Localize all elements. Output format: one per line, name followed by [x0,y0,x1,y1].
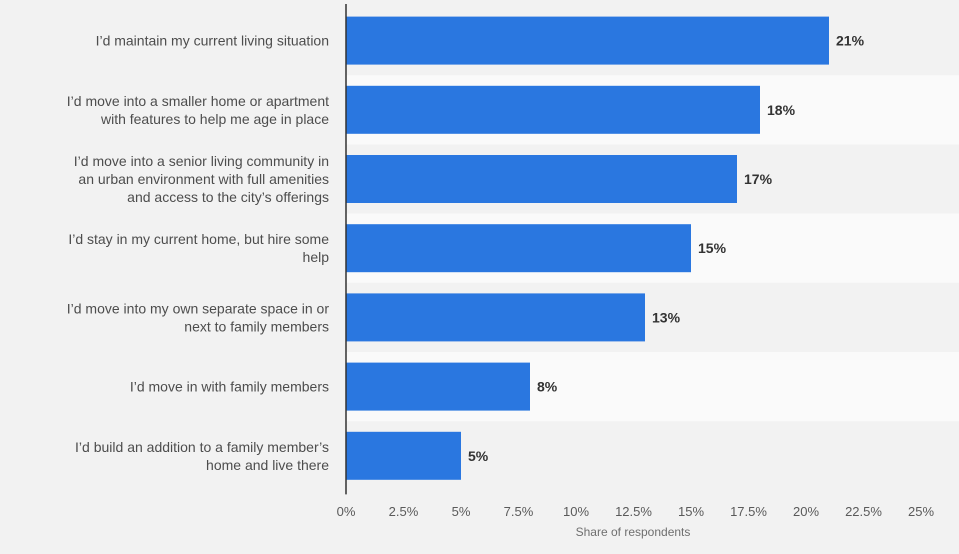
bar[interactable] [346,155,737,203]
bar[interactable] [346,431,461,480]
x-tick-label: 7.5% [504,504,534,519]
data-label: 13% [652,309,681,325]
x-tick-labels: 0% 2.5% 5% 7.5% 10% 12.5% 15% 17.5% 20% 22.5% 25% [337,504,935,519]
category-label: I’d stay in my current home, but hire so… [68,231,329,265]
x-axis-title: Share of respondents [576,525,691,539]
x-tick-label: 25% [908,504,934,519]
x-tick-label: 2.5% [389,504,419,519]
category-label: I’d move into a senior living community … [74,153,329,205]
x-tick-label: 12.5% [615,504,652,519]
x-tick-label: 10% [563,504,589,519]
x-tick-label: 0% [337,504,356,519]
bar[interactable] [346,16,829,65]
category-label: I’d move into a smaller home or apartmen… [67,93,329,127]
data-labels: 21% 18% 17% 15% 13% 8% 5% [468,33,865,464]
data-label: 18% [767,102,796,118]
x-tick-label: 17.5% [730,504,767,519]
category-label: I’d maintain my current living situation [96,33,329,49]
data-label: 5% [468,448,489,464]
bar[interactable] [346,224,691,273]
category-label: I’d move into my own separate space in o… [67,300,330,334]
data-label: 17% [744,171,773,187]
data-label: 8% [537,379,558,395]
x-tick-label: 22.5% [845,504,882,519]
category-labels: I’d maintain my current living situation… [67,33,330,473]
bar[interactable] [346,293,645,342]
bar[interactable] [346,362,530,411]
x-tick-label: 20% [793,504,819,519]
data-label: 15% [698,240,727,256]
data-label: 21% [836,33,865,49]
category-label: I’d build an addition to a family member… [75,439,329,473]
bar[interactable] [346,85,760,134]
category-label: I’d move in with family members [130,379,329,395]
bars [346,16,829,480]
x-tick-label: 15% [678,504,704,519]
x-tick-label: 5% [452,504,471,519]
